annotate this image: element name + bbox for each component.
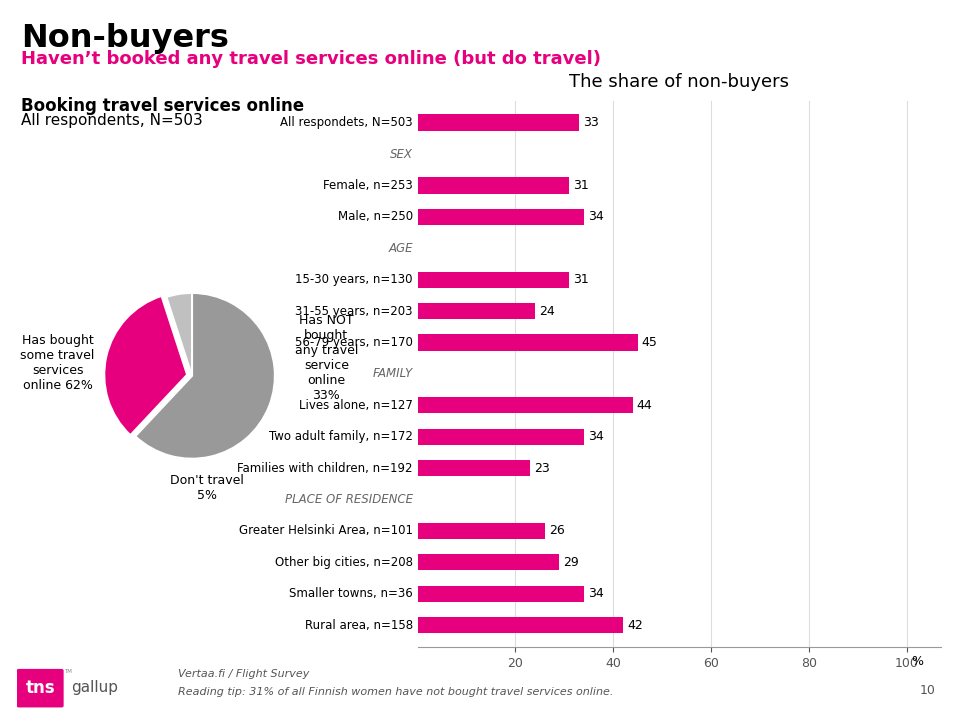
- Text: 24: 24: [539, 305, 555, 318]
- Bar: [418, 585, 584, 602]
- Bar: [418, 209, 584, 225]
- Text: Non-buyers: Non-buyers: [21, 23, 229, 54]
- Text: AGE: AGE: [388, 242, 413, 255]
- Text: 23: 23: [534, 462, 550, 475]
- Text: Two adult family, n=172: Two adult family, n=172: [269, 430, 413, 443]
- Text: 34: 34: [588, 587, 604, 600]
- Text: Haven’t booked any travel services online (but do travel): Haven’t booked any travel services onlin…: [21, 50, 601, 68]
- Bar: [418, 617, 623, 633]
- Text: Reading tip: 31% of all Finnish women have not bought travel services online.: Reading tip: 31% of all Finnish women ha…: [178, 687, 613, 697]
- FancyBboxPatch shape: [16, 669, 63, 707]
- Text: Families with children, n=192: Families with children, n=192: [237, 462, 413, 475]
- Bar: [418, 178, 569, 193]
- Text: Other big cities, n=208: Other big cities, n=208: [275, 556, 413, 569]
- Bar: [418, 554, 560, 570]
- Text: SEX: SEX: [390, 147, 413, 160]
- Text: Smaller towns, n=36: Smaller towns, n=36: [289, 587, 413, 600]
- Text: Lives alone, n=127: Lives alone, n=127: [299, 399, 413, 412]
- Text: 29: 29: [564, 556, 579, 569]
- Text: 45: 45: [641, 336, 658, 349]
- Text: 34: 34: [588, 430, 604, 443]
- Bar: [418, 523, 544, 539]
- Text: Male, n=250: Male, n=250: [338, 211, 413, 224]
- Bar: [418, 397, 633, 413]
- Text: Has NOT
bought
any travel
service
online
33%: Has NOT bought any travel service online…: [295, 313, 358, 402]
- Text: 10: 10: [920, 684, 936, 697]
- Text: 31: 31: [573, 273, 588, 286]
- Text: %: %: [911, 655, 924, 668]
- Text: 31: 31: [573, 179, 588, 192]
- Text: 15-30 years, n=130: 15-30 years, n=130: [296, 273, 413, 286]
- Wedge shape: [135, 293, 275, 459]
- Bar: [418, 334, 637, 351]
- Text: Booking travel services online: Booking travel services online: [21, 97, 304, 115]
- Text: gallup: gallup: [71, 680, 118, 695]
- Text: tns: tns: [26, 679, 56, 697]
- Text: Don't travel
5%: Don't travel 5%: [170, 474, 244, 502]
- Bar: [418, 303, 535, 319]
- Text: Greater Helsinki Area, n=101: Greater Helsinki Area, n=101: [239, 524, 413, 537]
- Text: 33: 33: [583, 116, 599, 129]
- Bar: [418, 429, 584, 445]
- Text: 44: 44: [636, 399, 653, 412]
- Text: Has bought
some travel
services
online 62%: Has bought some travel services online 6…: [20, 334, 95, 393]
- Title: The share of non-buyers: The share of non-buyers: [569, 73, 789, 91]
- Text: 34: 34: [588, 211, 604, 224]
- Bar: [418, 460, 530, 476]
- Text: Vertaa.fi / Flight Survey: Vertaa.fi / Flight Survey: [178, 669, 309, 679]
- Text: FAMILY: FAMILY: [372, 367, 413, 380]
- Bar: [418, 114, 579, 131]
- Text: PLACE OF RESIDENCE: PLACE OF RESIDENCE: [285, 493, 413, 506]
- Text: 42: 42: [627, 618, 642, 631]
- Text: Rural area, n=158: Rural area, n=158: [304, 618, 413, 631]
- Text: 31-55 years, n=203: 31-55 years, n=203: [296, 305, 413, 318]
- Text: 56-79 years, n=170: 56-79 years, n=170: [295, 336, 413, 349]
- Text: 26: 26: [549, 524, 564, 537]
- Text: All respondents, N=503: All respondents, N=503: [21, 113, 203, 128]
- Text: Female, n=253: Female, n=253: [323, 179, 413, 192]
- Text: All respondets, N=503: All respondets, N=503: [280, 116, 413, 129]
- Wedge shape: [105, 296, 187, 435]
- Wedge shape: [166, 293, 192, 376]
- Text: TM: TM: [63, 669, 72, 674]
- Bar: [418, 272, 569, 288]
